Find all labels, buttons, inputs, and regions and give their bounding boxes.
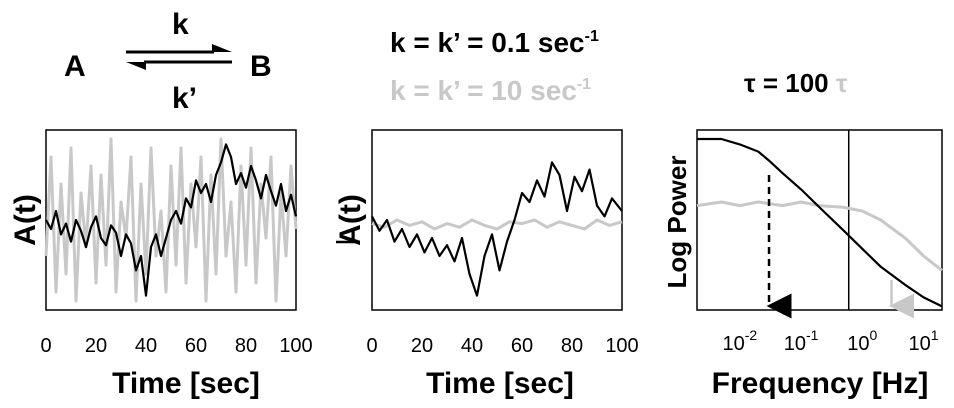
series-line-slow bbox=[371, 161, 623, 297]
x-tick-label: 40 bbox=[135, 335, 157, 357]
x-tick-label: 100 bbox=[847, 327, 877, 355]
x-tick-label: 0 bbox=[40, 335, 51, 357]
x-tick-label: 10-1 bbox=[784, 327, 819, 355]
series-line-slow bbox=[697, 137, 943, 308]
species-a: A bbox=[64, 50, 86, 83]
plot-frame bbox=[371, 129, 623, 311]
reaction-scheme: A B k k’ bbox=[64, 8, 272, 115]
x-tick-label: 80 bbox=[235, 335, 257, 357]
reverse-rate: k’ bbox=[172, 82, 197, 115]
x-tick-label: 60 bbox=[511, 335, 533, 357]
x-tick-labels: 10-2 10-1 100 101 bbox=[722, 327, 938, 355]
x-tick-label: 40 bbox=[461, 335, 483, 357]
reverse-arrow-icon bbox=[126, 60, 232, 70]
x-tick-label: 60 bbox=[185, 335, 207, 357]
x-tick-labels: 0 20 40 60 80 100 bbox=[40, 335, 312, 357]
series-line-fast bbox=[371, 218, 623, 231]
series-line-slow bbox=[45, 143, 298, 297]
x-axis-label: Time [sec] bbox=[112, 367, 260, 400]
series-line-fast bbox=[696, 200, 943, 272]
chart-averaged-trace: 0 20 40 60 80 100 Time [sec] A(t) bbox=[334, 129, 639, 400]
forward-rate: k bbox=[172, 8, 189, 41]
series-layer bbox=[696, 130, 943, 319]
x-tick-label: 101 bbox=[909, 327, 939, 355]
fast-rate-label: k = k’ = 10 sec-1 bbox=[390, 75, 591, 106]
series-layer bbox=[44, 137, 298, 303]
x-tick-label: 100 bbox=[605, 335, 638, 357]
forward-arrow-icon bbox=[126, 44, 232, 54]
x-tick-labels: 0 20 40 60 80 100 bbox=[366, 335, 638, 357]
slow-rate-label: k = k’ = 0.1 sec-1 bbox=[390, 27, 599, 58]
x-tick-label: 20 bbox=[85, 335, 107, 357]
x-axis-label: Frequency [Hz] bbox=[712, 367, 929, 400]
chart-power-spectrum: 10-2 10-1 100 101 Frequency [Hz] Log Power bbox=[662, 129, 943, 400]
rate-labels: k = k’ = 0.1 sec-1 k = k’ = 10 sec-1 bbox=[390, 27, 599, 106]
y-axis-label: A(t) bbox=[334, 194, 367, 246]
x-tick-label: 10-2 bbox=[722, 327, 757, 355]
tau-label: τ = 100 τ bbox=[744, 68, 848, 98]
x-tick-label: 100 bbox=[279, 335, 312, 357]
y-axis-label: Log Power bbox=[662, 156, 692, 289]
plot-frame bbox=[696, 129, 943, 311]
series-line-fast bbox=[44, 137, 298, 303]
series-layer bbox=[371, 161, 623, 297]
x-tick-label: 20 bbox=[411, 335, 433, 357]
x-tick-label: 80 bbox=[561, 335, 583, 357]
y-axis-label: A(t) bbox=[9, 194, 42, 246]
x-axis-label: Time [sec] bbox=[426, 367, 574, 400]
x-tick-label: 0 bbox=[366, 335, 377, 357]
chart-time-trace: 0 20 40 60 80 100 Time [sec] A(t) bbox=[9, 129, 313, 400]
species-b: B bbox=[250, 50, 272, 83]
